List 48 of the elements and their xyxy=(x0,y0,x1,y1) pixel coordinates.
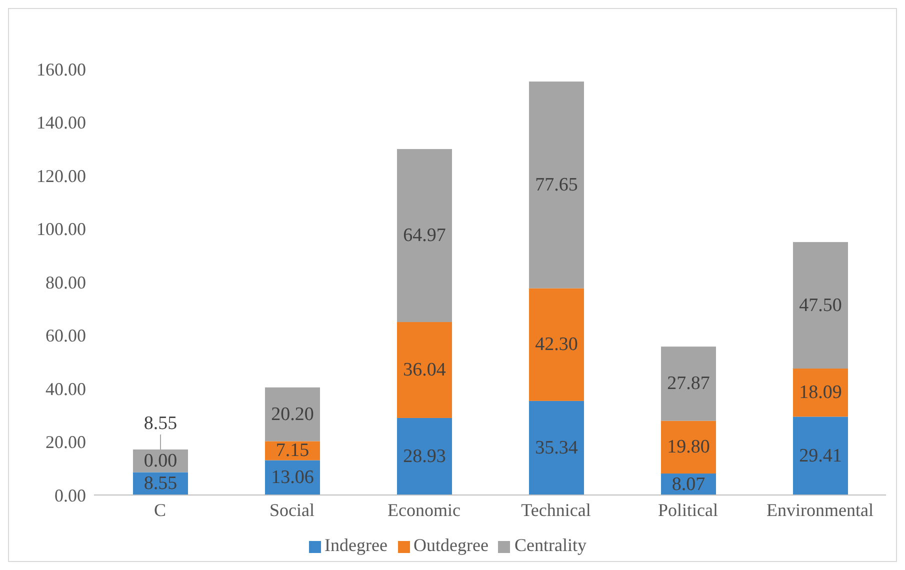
data-label: 36.04 xyxy=(403,359,446,380)
data-label: 64.97 xyxy=(403,225,446,246)
bar xyxy=(529,82,584,288)
data-label: 35.34 xyxy=(535,437,578,458)
x-tick-label: C xyxy=(154,500,166,520)
data-label: 77.65 xyxy=(535,174,578,196)
data-label: 28.93 xyxy=(403,446,446,467)
bar xyxy=(793,368,848,417)
bar xyxy=(397,418,452,495)
data-label: 29.41 xyxy=(799,445,842,466)
data-label: 18.09 xyxy=(799,382,842,404)
legend-label: Indegree xyxy=(324,535,388,555)
data-label: 13.06 xyxy=(271,467,314,488)
y-tick-label: 160.00 xyxy=(36,59,86,80)
y-tick-label: 100.00 xyxy=(36,219,86,240)
bar xyxy=(529,400,584,495)
y-tick-label: 60.00 xyxy=(46,326,86,346)
y-tick-label: 120.00 xyxy=(36,166,86,186)
data-label: 20.20 xyxy=(271,404,314,425)
x-tick-label: Political xyxy=(658,500,718,520)
data-label: 27.87 xyxy=(667,373,710,394)
data-label: 8.55 xyxy=(144,473,178,494)
legend-label: Outdegree xyxy=(414,535,488,555)
bar xyxy=(661,346,716,421)
legend-label: Centrality xyxy=(514,535,586,555)
y-tick-label: 0.00 xyxy=(54,485,86,506)
bar xyxy=(661,420,716,474)
bar xyxy=(529,288,584,401)
data-label: 8.07 xyxy=(672,474,706,495)
x-tick-label: Social xyxy=(270,500,314,520)
x-tick-label: Technical xyxy=(521,500,591,520)
data-label: 19.80 xyxy=(667,436,710,458)
data-label: 7.15 xyxy=(276,440,310,462)
y-tick-label: 40.00 xyxy=(46,378,86,399)
data-label: 0.00 xyxy=(144,450,178,472)
data-label: 8.55 xyxy=(144,412,178,434)
bar xyxy=(265,387,320,442)
data-label: 42.30 xyxy=(535,334,578,356)
bar xyxy=(397,322,452,418)
data-label: 47.50 xyxy=(799,294,842,316)
bar xyxy=(793,416,848,495)
y-tick-label: 140.00 xyxy=(36,112,86,133)
x-tick-label: Economic xyxy=(388,500,460,520)
y-tick-label: 20.00 xyxy=(46,432,86,452)
y-tick-label: 80.00 xyxy=(46,272,86,292)
x-tick-label: Environmental xyxy=(766,500,874,520)
bar xyxy=(397,149,452,322)
bar xyxy=(793,242,848,369)
